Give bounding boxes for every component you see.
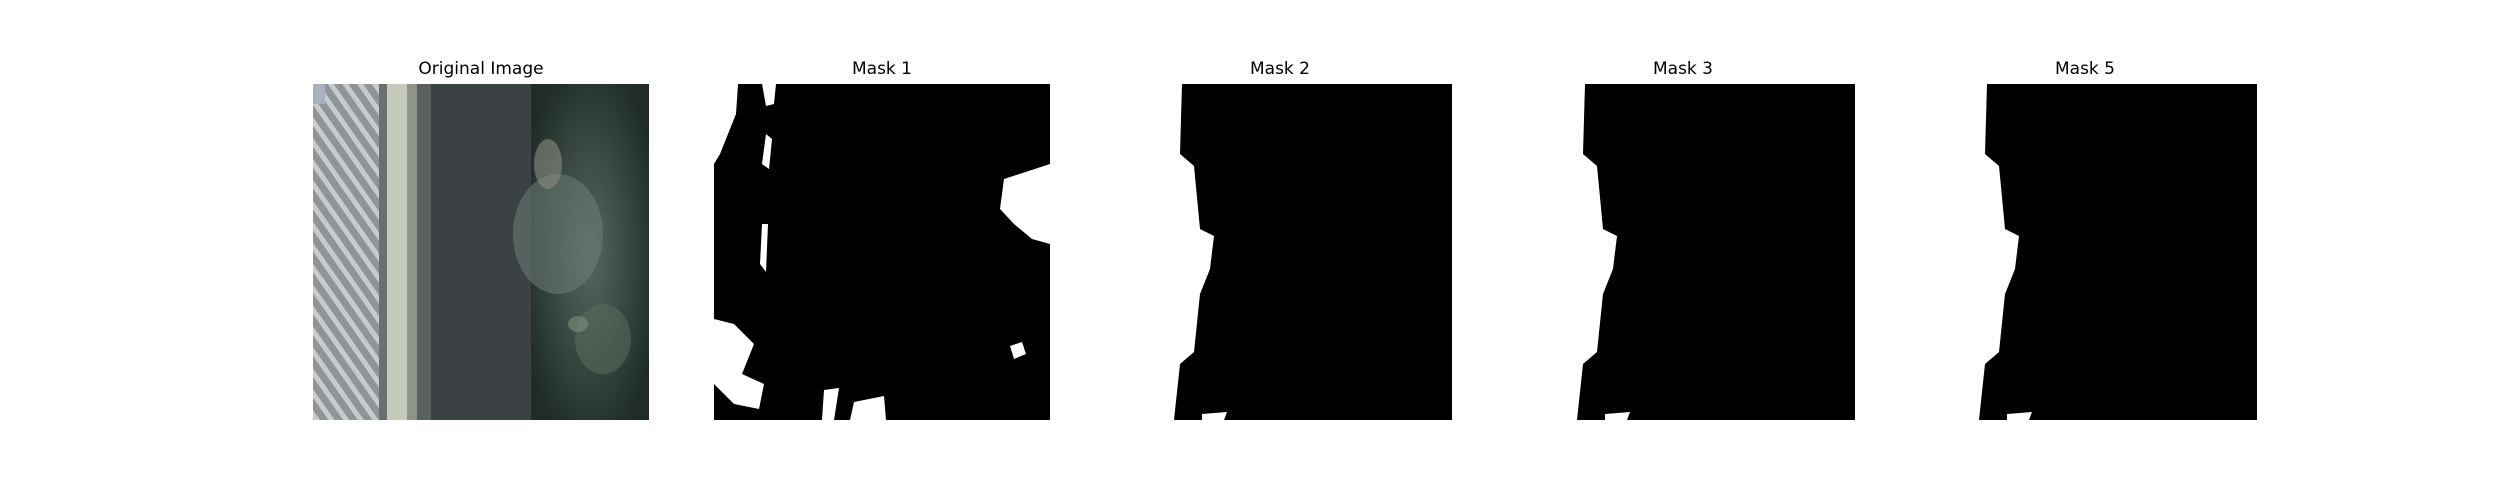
panel-title: Mask 2 <box>1249 59 1310 79</box>
original-image <box>313 84 649 420</box>
mask-image <box>1172 84 1452 420</box>
mask-image <box>1977 84 2257 420</box>
panel-title: Mask 5 <box>2054 59 2115 79</box>
panel-title: Original Image <box>418 59 544 79</box>
panel-title: Mask 1 <box>851 59 912 79</box>
mask-image <box>714 84 1050 420</box>
mask-2-image <box>1172 84 1452 420</box>
mask-3-image <box>1575 84 1855 420</box>
mask-image <box>1575 84 1855 420</box>
mask-5-image <box>1977 84 2257 420</box>
mask-1-image <box>714 84 1050 420</box>
aerial-photo <box>313 84 649 420</box>
panel-title: Mask 3 <box>1652 59 1713 79</box>
